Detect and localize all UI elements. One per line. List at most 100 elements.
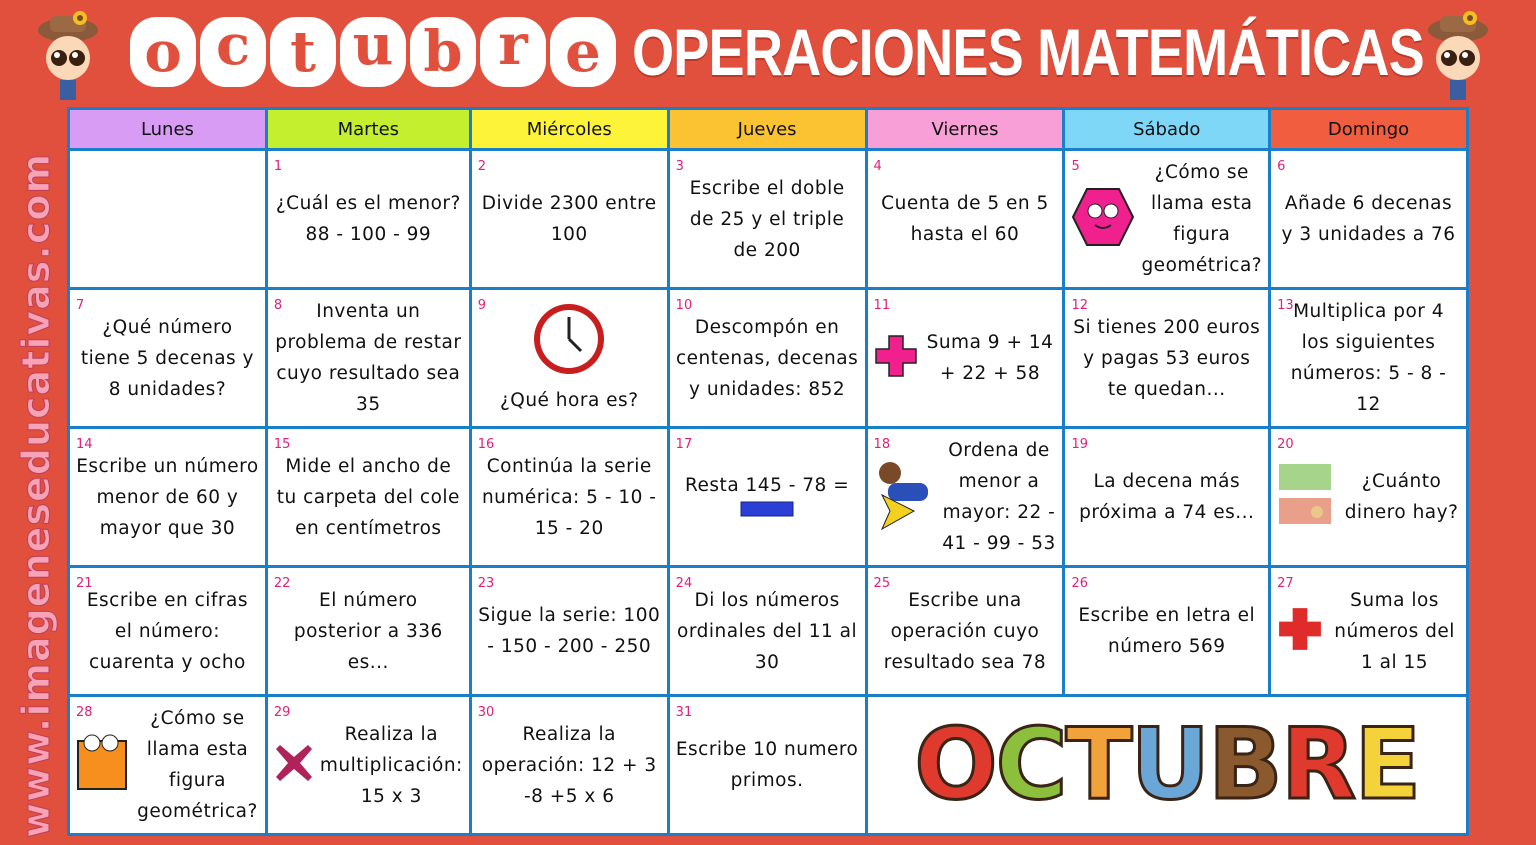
- activity-text: Escribe una operación cuyo resultado sea…: [883, 589, 1047, 673]
- activity-text: Continúa la serie numérica: 5 - 10 - 15 …: [481, 455, 657, 539]
- calendar-cell: 23 Sigue la serie: 100 - 150 - 200 - 250: [471, 568, 667, 694]
- activity-text: Realiza la operación: 12 + 3 -8 +5 x 6: [481, 723, 657, 807]
- month-letter: e: [550, 17, 616, 87]
- day-number: 17: [675, 437, 693, 452]
- page-title: OPERACIONES MATEMÁTICAS: [632, 15, 1425, 89]
- day-header-domingo: Domingo: [1271, 110, 1466, 148]
- calendar-cell: 31 Escribe 10 numero primos.: [669, 697, 865, 833]
- day-number: 21: [76, 576, 93, 591]
- day-header-lunes: Lunes: [70, 110, 265, 148]
- activity-text: Inventa un problema de restar cuyo resul…: [275, 301, 462, 415]
- day-number: 7: [76, 298, 85, 313]
- calendar-cell: 20 ¿Cuánto dinero hay?: [1271, 429, 1466, 565]
- calendar-cell: 15 Mide el ancho de tu carpeta del cole e…: [267, 429, 469, 565]
- activity-text: ¿Qué número tiene 5 decenas y 8 unidades…: [80, 316, 254, 400]
- logo-letter: U: [1129, 707, 1212, 824]
- logo-letter: O: [913, 707, 999, 824]
- month-letter: t: [270, 17, 336, 87]
- activity-text: ¿Cómo se llama esta figura geométrica?: [1141, 162, 1263, 276]
- day-number: 30: [477, 705, 495, 720]
- logo-letter: B: [1207, 707, 1285, 824]
- day-number: 10: [675, 298, 693, 313]
- scarecrow-mascot-right: [1428, 11, 1488, 100]
- activity-text: La decena más próxima a 74 es...: [1079, 471, 1255, 523]
- logo-letter: T: [1064, 707, 1134, 824]
- day-number: 13: [1277, 298, 1294, 313]
- calendar-cell: 26 Escribe en letra el número 569: [1065, 568, 1269, 694]
- calendar-cell: 5 ¿Cómo se llama esta figura geométrica?: [1065, 151, 1269, 287]
- day-number: 6: [1277, 159, 1286, 174]
- month-letter: c: [200, 17, 266, 87]
- month-letter: o: [130, 17, 196, 87]
- logo-letter: C: [994, 707, 1069, 824]
- day-number: 22: [273, 576, 291, 591]
- month-letter: u: [340, 17, 406, 87]
- calendar-cell: 30 Realiza la operación: 12 + 3 -8 +5 x 6: [471, 697, 667, 833]
- activity-text: Escribe en letra el número 569: [1078, 605, 1256, 657]
- day-number: 8: [273, 298, 283, 313]
- day-number: 1: [273, 159, 283, 174]
- page-header: o c t u b r e OPERACIONES MATEMÁTICAS: [130, 12, 1536, 92]
- activity-text: Sigue la serie: 100 - 150 - 200 - 250: [478, 605, 661, 657]
- activity-text: Realiza la multiplicación: 15 x 3: [319, 723, 463, 807]
- activity-text: Descompón en centenas, decenas y unidade…: [675, 316, 859, 400]
- day-number: 18: [873, 437, 891, 452]
- activity-text: Suma los números del 1 al 15: [1334, 589, 1455, 673]
- logo-letter: E: [1353, 707, 1423, 824]
- day-number: 25: [873, 576, 891, 591]
- day-header-viernes: Viernes: [867, 110, 1063, 148]
- day-header-miércoles: Miércoles: [471, 110, 667, 148]
- calendar-cell: 3 Escribe el doble de 25 y el triple de 2…: [669, 151, 865, 287]
- day-header-sábado: Sábado: [1065, 110, 1269, 148]
- calendar-cell: 18 Ordena de menor a mayor: 22 - 41 - 99 …: [867, 429, 1063, 565]
- activity-text: ¿Cuál es el menor? 88 - 100 - 99: [275, 193, 461, 245]
- greater-than-icon: [874, 459, 936, 535]
- multiply-icon: [274, 743, 314, 787]
- activity-text: Suma 9 + 14 + 22 + 58: [926, 332, 1054, 384]
- money-icon: [1277, 460, 1337, 534]
- day-number: 20: [1277, 437, 1294, 452]
- calendar-cell: 14 Escribe un número menor de 60 y mayor …: [70, 429, 265, 565]
- plus-icon: [874, 334, 918, 382]
- activity-text: Cuenta de 5 en 5 hasta el 60: [881, 193, 1049, 245]
- day-number: 12: [1071, 298, 1088, 313]
- calendar-cell: 1 ¿Cuál es el menor? 88 - 100 - 99: [267, 151, 469, 287]
- calendar-cell: 12 Si tienes 200 euros y pagas 53 euros t…: [1065, 290, 1269, 426]
- scarecrow-mascot-left: [38, 11, 98, 100]
- day-number: 23: [477, 576, 495, 591]
- day-number: 14: [76, 437, 93, 452]
- activity-text: Escribe un número menor de 60 y mayor qu…: [76, 455, 259, 539]
- calendar-cell: 22 El número posterior a 336 es...: [267, 568, 469, 694]
- activity-text: Añade 6 decenas y 3 unidades a 76: [1281, 193, 1456, 245]
- activity-text: Escribe el doble de 25 y el triple de 20…: [689, 177, 845, 261]
- calendar-cell: 19 La decena más próxima a 74 es...: [1065, 429, 1269, 565]
- day-number: 29: [273, 705, 291, 720]
- calendar-cell: 11 Suma 9 + 14 + 22 + 58: [867, 290, 1063, 426]
- calendar-cell: [70, 151, 265, 287]
- calendar-cell: 16 Continúa la serie numérica: 5 - 10 - 1…: [471, 429, 667, 565]
- calendar-grid: Lunes Martes Miércoles Jueves Viernes Sábado D…: [67, 107, 1469, 836]
- day-number: 9: [477, 298, 487, 313]
- calendar-cell: 27 Suma los números del 1 al 15: [1271, 568, 1466, 694]
- day-number: 3: [675, 159, 684, 174]
- clock-icon: [531, 301, 607, 381]
- day-number: 28: [76, 705, 93, 720]
- calendar-cell: 4 Cuenta de 5 en 5 hasta el 60: [867, 151, 1063, 287]
- month-letter: r: [480, 17, 546, 87]
- activity-text: Si tienes 200 euros y pagas 53 euros te …: [1073, 316, 1261, 400]
- calendar-cell: 8 Inventa un problema de restar cuyo resu…: [267, 290, 469, 426]
- month-letter: b: [410, 17, 476, 87]
- activity-text: Ordena de menor a mayor: 22 - 41 - 99 - …: [942, 440, 1056, 554]
- day-number: 31: [675, 705, 693, 720]
- activity-text: ¿Qué hora es?: [499, 389, 639, 411]
- activity-text: El número posterior a 336 es...: [293, 589, 443, 673]
- calendar-cell: 28 ¿Cómo se llama esta figura geométrica?: [70, 697, 265, 833]
- calendar-cell: 29 Realiza la multiplicación: 15 x 3: [267, 697, 469, 833]
- activity-text: ¿Cómo se llama esta figura geométrica?: [137, 708, 258, 822]
- day-number: 16: [477, 437, 495, 452]
- calendar-cell: 2 Divide 2300 entre 100: [471, 151, 667, 287]
- calendar-cell: 17 Resta 145 - 78 =: [669, 429, 865, 565]
- hexagon-icon: [1071, 187, 1135, 251]
- logo-lettering: OCTUBRE: [913, 707, 1423, 824]
- red-plus-icon: [1277, 606, 1323, 656]
